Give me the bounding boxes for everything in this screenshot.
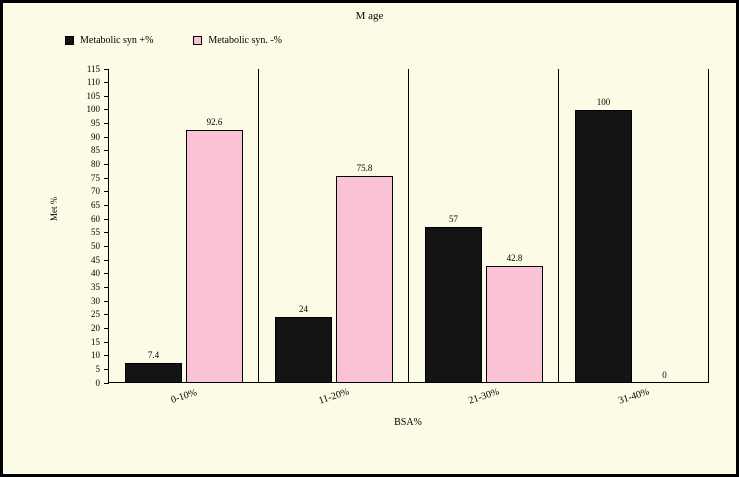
y-tick-label: 100	[86, 104, 101, 115]
y-tick-mark	[104, 273, 109, 275]
legend-item-metabolic-syn-negative: Metabolic syn. -%	[193, 35, 282, 46]
y-tick-label: 0	[95, 377, 101, 388]
y-tick-mark	[104, 164, 109, 166]
y-tick-label: 10	[91, 350, 100, 361]
x-tick-label: 21-30%	[467, 386, 501, 407]
y-tick-mark	[104, 327, 109, 329]
legend-label-positive: Metabolic syn +%	[80, 35, 154, 46]
y-tick-mark	[104, 245, 109, 247]
y-tick-mark	[104, 95, 109, 97]
bar-value-label: 24	[299, 304, 308, 314]
gridline-vertical	[708, 69, 709, 383]
y-tick-label: 65	[91, 200, 100, 211]
y-tick-label: 15	[91, 336, 100, 347]
legend-item-metabolic-syn-positive: Metabolic syn +%	[65, 35, 153, 46]
gridline-vertical	[258, 69, 259, 383]
bar-value-label: 0	[662, 370, 667, 380]
y-tick-mark	[104, 300, 109, 302]
y-tick-mark	[104, 68, 109, 70]
bar	[275, 317, 332, 383]
y-tick-label: 40	[91, 268, 100, 279]
x-tick-label: 31-40%	[617, 386, 651, 407]
y-tick-mark	[104, 218, 109, 220]
y-tick-label: 95	[91, 118, 100, 129]
y-tick-label: 60	[91, 213, 100, 224]
bar	[486, 266, 543, 383]
bar	[575, 110, 632, 383]
y-tick-mark	[104, 82, 109, 84]
bar-value-label: 7.4	[147, 350, 160, 360]
y-tick-label: 105	[86, 90, 101, 101]
y-tick-mark	[104, 314, 109, 316]
bar-value-label: 75.8	[356, 163, 373, 173]
y-tick-label: 50	[91, 240, 100, 251]
y-tick-label: 110	[86, 77, 100, 88]
bar	[125, 363, 182, 383]
bar	[186, 130, 243, 383]
y-tick-mark	[104, 341, 109, 343]
y-tick-label: 75	[91, 172, 100, 183]
y-tick-mark	[104, 205, 109, 207]
bar-value-label: 42.8	[506, 253, 523, 263]
y-tick-label: 55	[91, 227, 100, 238]
y-tick-label: 90	[91, 131, 100, 142]
bar	[336, 176, 393, 383]
x-axis-title: BSA%	[394, 417, 422, 428]
y-axis-title: Met %	[49, 196, 59, 221]
y-tick-mark	[104, 382, 109, 384]
bar	[425, 227, 482, 383]
bar-value-label: 100	[596, 97, 611, 107]
legend-swatch-negative	[193, 36, 203, 45]
bar-value-label: 92.6	[206, 117, 223, 127]
y-tick-label: 5	[95, 363, 101, 374]
y-tick-label: 115	[86, 63, 100, 74]
y-tick-mark	[104, 286, 109, 288]
y-tick-mark	[104, 177, 109, 179]
y-tick-mark	[104, 368, 109, 370]
legend-swatch-positive	[65, 36, 74, 45]
plot-area: 0 5 10 15 20 25 30 35 40 45 50 55 60 65 70 75 80 85 90 95 10…	[87, 64, 709, 407]
y-tick-label: 20	[91, 322, 100, 333]
y-tick-label: 45	[91, 254, 100, 265]
x-tick-label: 11-20%	[317, 386, 351, 407]
y-tick-label: 35	[91, 281, 100, 292]
y-tick-label: 70	[91, 186, 100, 197]
legend-label-negative: Metabolic syn. -%	[208, 35, 282, 46]
bar-value-label: 57	[449, 214, 458, 224]
y-tick-label: 85	[91, 145, 100, 156]
x-tick-label: 0-10%	[169, 387, 199, 406]
y-tick-mark	[104, 150, 109, 152]
y-tick-mark	[104, 232, 109, 234]
legend: Metabolic syn +% Metabolic syn. -%	[65, 35, 282, 46]
y-tick-mark	[104, 109, 109, 111]
gridline-vertical	[558, 69, 559, 383]
y-tick-label: 80	[91, 159, 100, 170]
chart-title: M age	[355, 10, 384, 22]
y-tick-mark	[104, 191, 109, 193]
y-tick-label: 30	[91, 295, 100, 306]
y-tick-mark	[104, 259, 109, 261]
y-tick-mark	[104, 355, 109, 357]
y-tick-mark	[104, 123, 109, 125]
y-tick-mark	[104, 136, 109, 138]
y-tick-label: 25	[91, 309, 100, 320]
gridline-vertical	[408, 69, 409, 383]
